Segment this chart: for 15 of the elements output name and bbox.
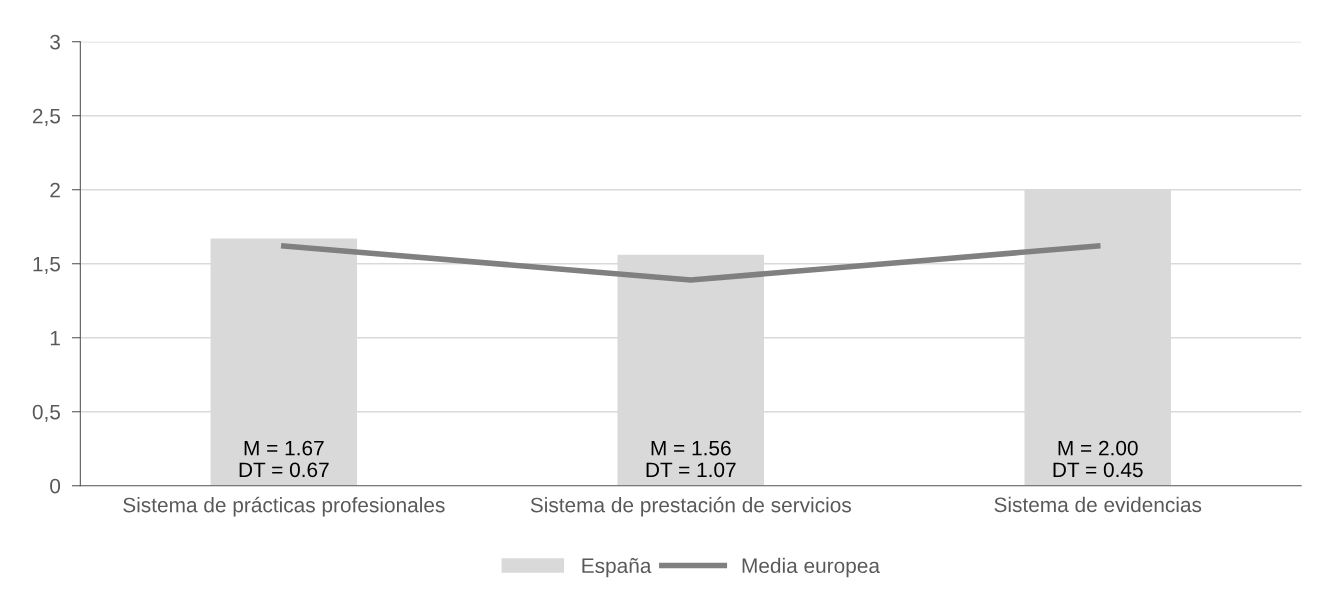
legend-label: Media europea — [742, 557, 880, 578]
x-tick-label: Sistema de prácticas profesionales — [123, 496, 445, 517]
y-tick-label: 0,5 — [32, 404, 61, 422]
y-tick-label: 1,5 — [33, 256, 61, 274]
x-tick-label: Sistema de evidencias — [994, 496, 1202, 513]
y-tick-label: 3 — [50, 34, 60, 50]
y-tick-label: 0 — [50, 478, 61, 494]
y-tick-label: 1 — [50, 330, 60, 346]
data-label: M = 2.00 DT = 0.45 — [1053, 440, 1143, 478]
data-label: M = 1.56 DT = 1.07 — [646, 440, 736, 478]
legend-label: España — [582, 557, 652, 578]
x-tick-label: Sistema de prestación de servicios — [530, 496, 851, 517]
y-tick-label: 2,5 — [32, 108, 61, 126]
y-tick-label: 2 — [50, 182, 60, 198]
data-label: M = 1.67 DT = 0.67 — [239, 440, 329, 478]
